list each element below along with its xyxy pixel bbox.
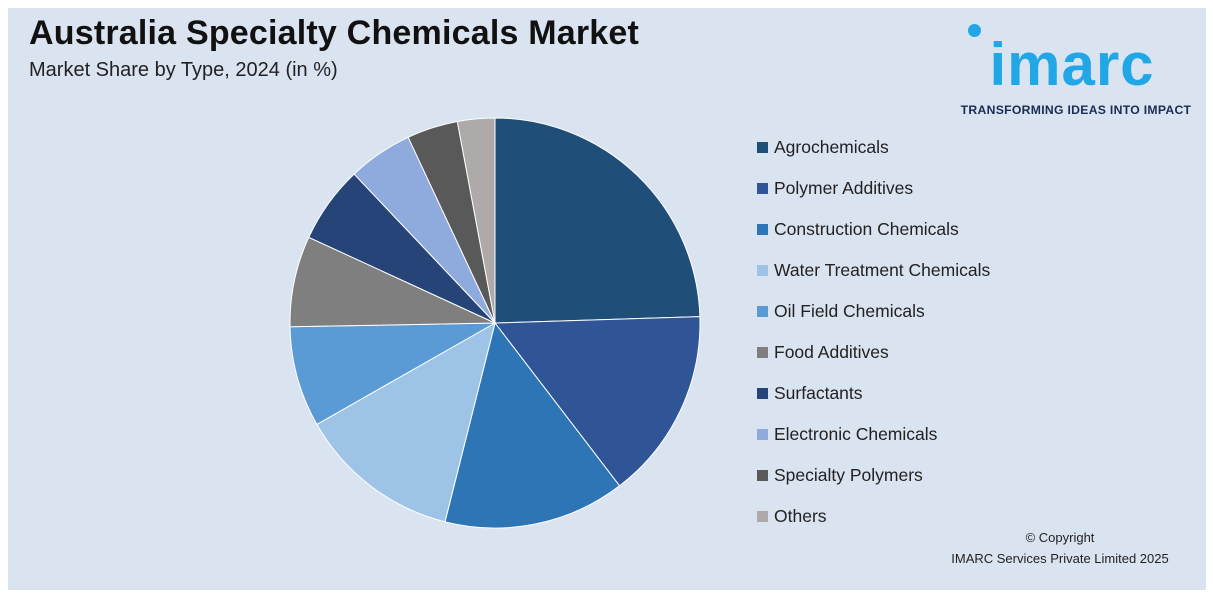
pie-slice-oil-field-chemicals	[289, 322, 496, 426]
legend-label: Surfactants	[774, 383, 863, 403]
legend-swatch	[757, 470, 768, 481]
legend-label: Specialty Polymers	[774, 465, 923, 485]
legend-swatch	[757, 183, 768, 194]
logo-wordmark: imarc	[989, 31, 1155, 98]
copyright-notice: © Copyright IMARC Services Private Limit…	[940, 527, 1180, 569]
legend-item: Oil Field Chemicals	[757, 291, 1087, 332]
logo-dot-icon	[968, 24, 981, 37]
legend-label: Construction Chemicals	[774, 219, 959, 239]
legend-item: Specialty Polymers	[757, 455, 1087, 496]
legend-swatch	[757, 224, 768, 235]
legend-item: Construction Chemicals	[757, 209, 1087, 250]
chart-legend: Agrochemicals Polymer Additives Constructi…	[757, 127, 1087, 537]
legend-swatch	[757, 388, 768, 399]
legend-item: Others	[757, 496, 1087, 537]
chart-title: Australia Specialty Chemicals Market	[29, 14, 640, 52]
legend-label: Electronic Chemicals	[774, 424, 938, 444]
legend-item: Food Additives	[757, 332, 1087, 373]
legend-label: Others	[774, 506, 827, 526]
chart-subtitle: Market Share by Type, 2024 (in %)	[29, 59, 338, 81]
legend-item: Surfactants	[757, 373, 1087, 414]
legend-label: Water Treatment Chemicals	[774, 260, 991, 280]
legend-swatch	[757, 347, 768, 358]
legend-swatch	[757, 142, 768, 153]
legend-item: Water Treatment Chemicals	[757, 250, 1087, 291]
legend-label: Agrochemicals	[774, 137, 889, 157]
pie-slice-others	[456, 117, 496, 324]
legend-label: Polymer Additives	[774, 178, 914, 198]
legend-swatch	[757, 265, 768, 276]
pie-slice-polymer-additives	[494, 316, 701, 487]
legend-label: Food Additives	[774, 342, 889, 362]
pie-slice-water-treatment-chemicals	[316, 321, 496, 523]
logo-tagline: TRANSFORMING IDEAS INTO IMPACT	[960, 103, 1192, 117]
legend-label: Oil Field Chemicals	[774, 301, 925, 321]
legend-swatch	[757, 511, 768, 522]
pie-slice-construction-chemicals	[444, 321, 621, 529]
pie-slice-agrochemicals	[494, 117, 701, 324]
legend-swatch	[757, 429, 768, 440]
legend-item: Polymer Additives	[757, 168, 1087, 209]
brand-logo: imarc TRANSFORMING IDEAS INTO IMPACT	[955, 12, 1195, 122]
copyright-line-1: © Copyright	[1025, 530, 1095, 545]
legend-item: Agrochemicals	[757, 127, 1087, 168]
legend-swatch	[757, 306, 768, 317]
copyright-line-2: IMARC Services Private Limited 2025	[951, 551, 1169, 566]
legend-item: Electronic Chemicals	[757, 414, 1087, 455]
